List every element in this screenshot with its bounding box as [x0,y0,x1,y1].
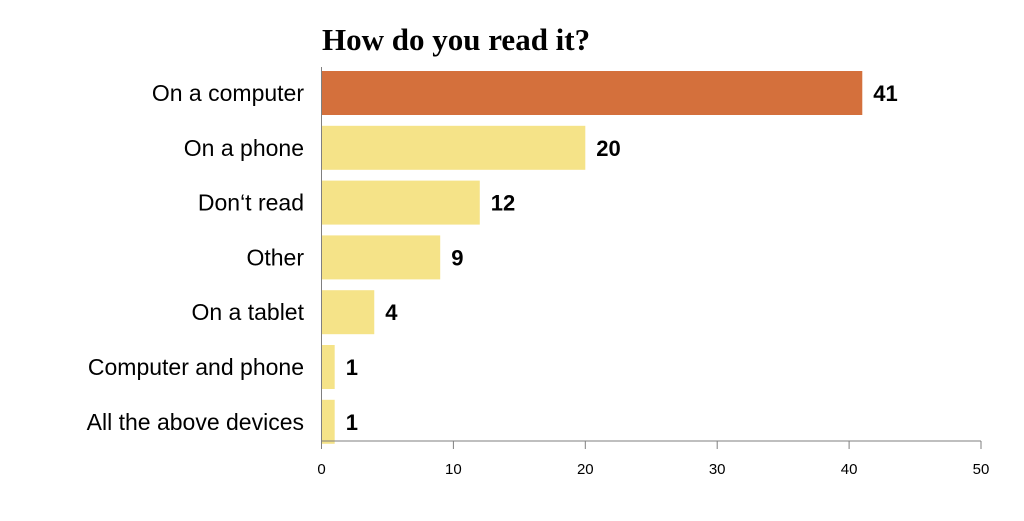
category-label: On a computer [152,80,304,106]
data-label: 20 [596,136,620,161]
bar [322,71,863,115]
x-tick-label: 10 [445,461,462,478]
x-tick-label: 20 [577,461,594,478]
x-tick-label: 40 [841,461,858,478]
category-label: On a phone [184,135,304,161]
bar [322,399,335,444]
category-label: On a tablet [191,299,304,325]
data-label: 12 [491,191,515,216]
data-label: 41 [873,81,897,106]
data-label: 4 [385,300,398,325]
chart-title: How do you read it? [322,22,590,57]
x-tick-label: 0 [317,461,325,478]
category-label: Don‘t read [198,190,304,216]
bar [322,290,375,335]
bar [322,345,335,389]
category-label: Computer and phone [88,354,304,380]
category-label: All the above devices [87,409,304,435]
data-label: 9 [451,245,463,270]
x-tick-label: 30 [709,461,726,478]
x-axis: 0 10 20 30 40 50 [317,67,989,478]
data-label: 1 [346,410,358,435]
bar [322,180,480,225]
category-label: Other [246,244,304,270]
data-label: 1 [346,355,358,380]
x-tick-label: 50 [973,461,990,478]
bar [322,235,441,280]
bar [322,125,586,170]
